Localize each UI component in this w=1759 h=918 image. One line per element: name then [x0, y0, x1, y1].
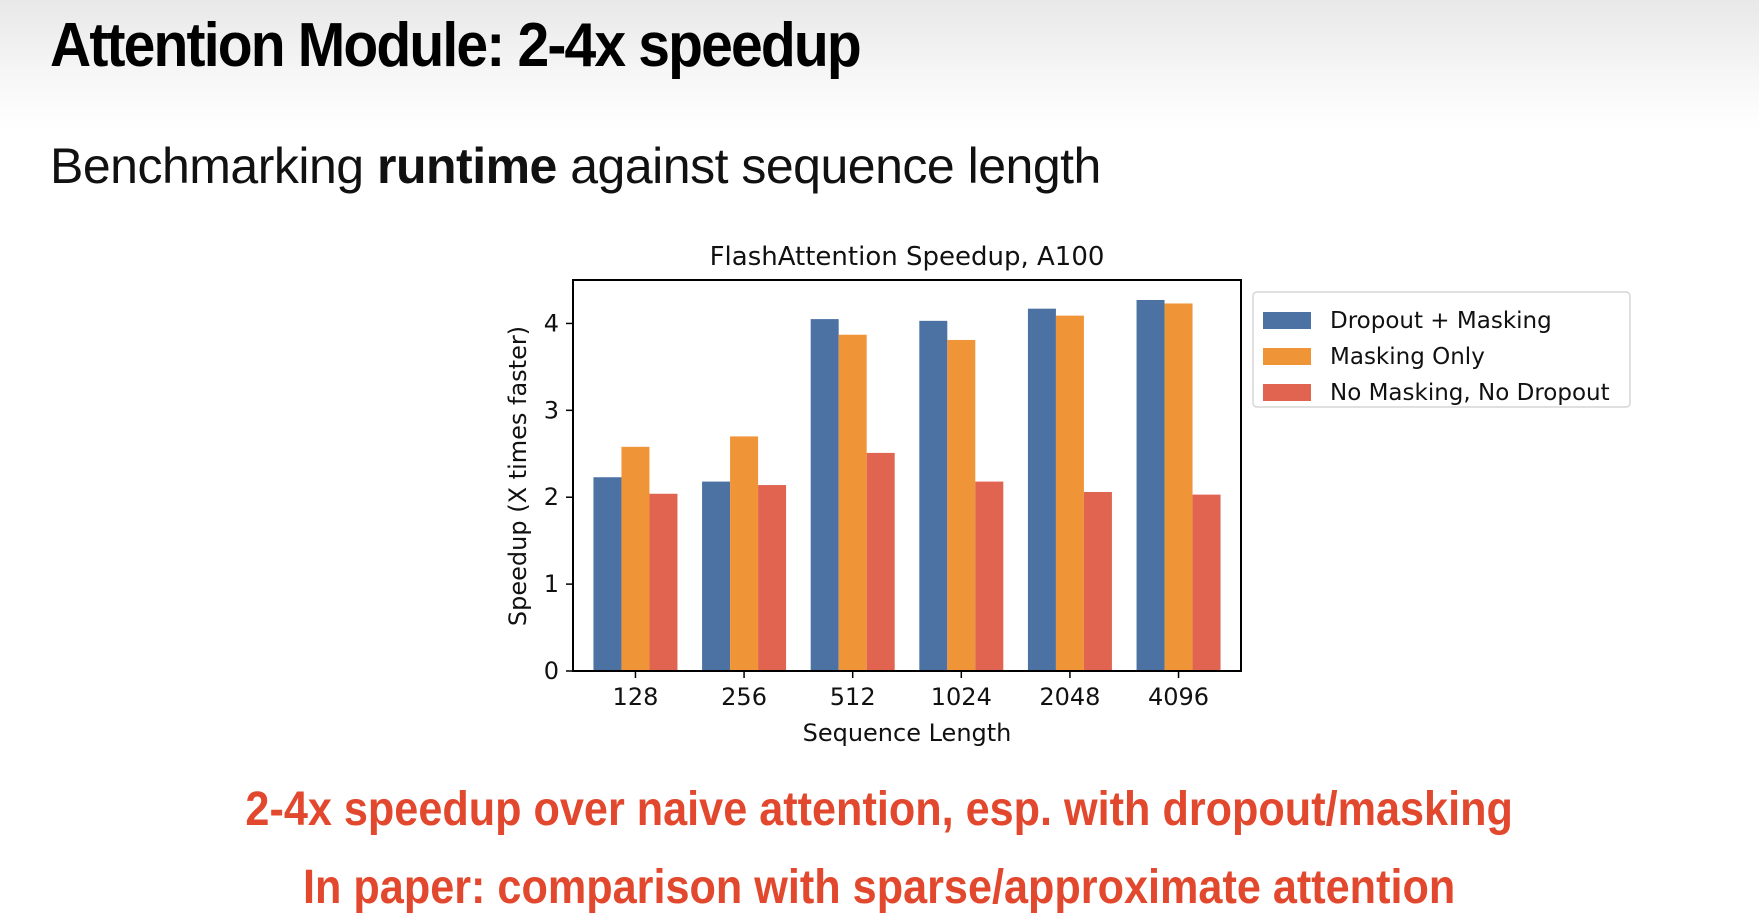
legend-label: No Masking, No Dropout	[1330, 380, 1610, 406]
subtitle-bold-word: runtime	[377, 138, 557, 194]
legend-label: Dropout + Masking	[1330, 308, 1552, 334]
bar-4096-0	[1136, 299, 1165, 671]
x-tick-label: 256	[721, 683, 767, 711]
x-axis-label: Sequence Length	[803, 719, 1012, 747]
x-tick-label: 512	[830, 683, 876, 711]
bar-512-0	[810, 319, 839, 671]
y-tick-label: 0	[544, 657, 559, 685]
bar-512-1	[838, 334, 867, 671]
bar-256-1	[730, 436, 759, 671]
note-paper-comparison: In paper: comparison with sparse/approxi…	[0, 858, 1759, 918]
subtitle-text-after: against sequence length	[556, 138, 1101, 194]
y-axis-label: Speedup (X times faster)	[504, 326, 532, 626]
speedup-bar-chart: FlashAttention Speedup, A100 0 1 2 3 4 128 25…	[504, 242, 1631, 747]
bar-512-2	[866, 452, 895, 671]
x-tick-label: 128	[613, 683, 659, 711]
bar-2048-1	[1055, 315, 1084, 671]
bar-128-1	[621, 446, 650, 671]
plot-frame	[572, 279, 1242, 672]
y-tick-label: 2	[544, 483, 559, 511]
chart-title: FlashAttention Speedup, A100	[710, 242, 1105, 272]
bar-256-2	[758, 485, 787, 671]
x-tick-label: 1024	[931, 683, 992, 711]
bar-1024-1	[947, 339, 976, 671]
y-tick-label: 3	[544, 396, 559, 424]
legend-swatch	[1263, 384, 1311, 401]
slide-title: Attention Module: 2-4x speedup	[50, 11, 862, 80]
x-tick-label: 4096	[1148, 683, 1209, 711]
legend-swatch	[1263, 348, 1311, 365]
bar-1024-2	[975, 481, 1004, 671]
bar-128-2	[649, 493, 678, 671]
bar-128-0	[593, 477, 622, 671]
bar-4096-2	[1192, 494, 1221, 671]
title-band	[0, 0, 1759, 130]
y-tick-label: 4	[544, 309, 559, 337]
chart-legend: Dropout + Masking Masking Only No Masking,…	[1252, 291, 1631, 408]
x-tick-label: 2048	[1039, 683, 1100, 711]
y-tick-label: 1	[544, 570, 559, 598]
legend-label: Masking Only	[1330, 344, 1485, 370]
bar-2048-0	[1027, 308, 1056, 671]
legend-swatch	[1263, 312, 1311, 329]
note-speedup: 2-4x speedup over naive attention, esp. …	[0, 780, 1759, 840]
legend-box	[1252, 291, 1631, 408]
x-axis: 128 256 512 1024 2048 4096	[613, 671, 1209, 711]
y-axis: 0 1 2 3 4	[544, 309, 573, 685]
bar-2048-2	[1083, 492, 1112, 671]
subtitle-text-before: Benchmarking	[50, 138, 377, 194]
note-speedup-text: 2-4x speedup over naive attention, esp. …	[245, 783, 1514, 836]
bar-256-0	[702, 481, 731, 671]
bar-1024-0	[919, 320, 948, 671]
note-paper-comparison-text: In paper: comparison with sparse/approxi…	[303, 861, 1456, 914]
bars-group	[593, 299, 1221, 671]
bar-4096-1	[1164, 303, 1193, 671]
slide-subtitle: Benchmarking runtime against sequence le…	[50, 136, 1101, 196]
